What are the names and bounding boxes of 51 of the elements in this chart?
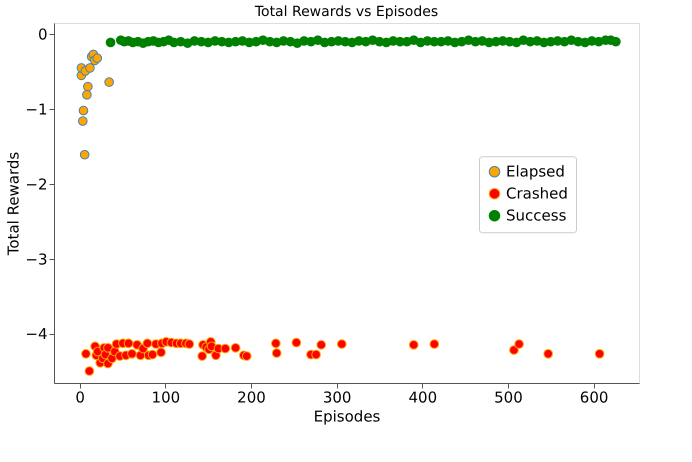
chart-title: Total Rewards vs Episodes — [254, 4, 438, 20]
y-tick-label: 0 — [38, 26, 48, 44]
point — [316, 340, 326, 350]
point — [104, 77, 114, 87]
y-tick-label: −2 — [25, 175, 48, 194]
y-axis-title: Total Rewards — [4, 152, 22, 256]
point — [92, 53, 102, 63]
point — [142, 338, 152, 348]
point — [78, 106, 88, 116]
point — [184, 339, 194, 349]
x-tick-label: 200 — [237, 388, 266, 406]
point — [514, 339, 524, 349]
point — [292, 338, 302, 348]
y-tick-label: −3 — [25, 250, 48, 268]
point — [81, 348, 91, 359]
point — [156, 347, 166, 358]
point — [85, 63, 95, 73]
point — [78, 116, 88, 126]
legend-label: Elapsed — [506, 162, 565, 181]
point — [509, 345, 519, 355]
point — [84, 366, 94, 376]
point — [148, 350, 158, 360]
point — [272, 348, 282, 358]
y-tick-label: −4 — [25, 325, 48, 344]
point — [408, 340, 419, 350]
x-tick-label: 300 — [322, 388, 352, 406]
point — [271, 338, 281, 348]
x-tick-label: 0 — [75, 388, 85, 406]
x-axis-title: Episodes — [314, 408, 381, 426]
point — [242, 351, 252, 361]
point — [127, 348, 137, 359]
point — [220, 344, 230, 354]
legend-label: Success — [506, 206, 567, 225]
point — [80, 150, 90, 160]
point — [336, 339, 347, 349]
x-tick-label: 500 — [494, 388, 523, 406]
y-tick-label: −1 — [25, 100, 48, 119]
point — [543, 348, 554, 359]
legend-label: Crashed — [506, 184, 568, 203]
point — [429, 339, 440, 349]
point — [230, 343, 240, 353]
point — [124, 338, 134, 348]
point — [82, 90, 92, 100]
x-tick-label: 400 — [408, 388, 438, 406]
x-tick-label: 100 — [152, 388, 180, 406]
point — [197, 351, 208, 361]
point — [311, 350, 321, 360]
x-tick-label: 600 — [580, 388, 608, 406]
point — [83, 82, 93, 92]
point — [103, 343, 113, 353]
point — [594, 348, 604, 359]
